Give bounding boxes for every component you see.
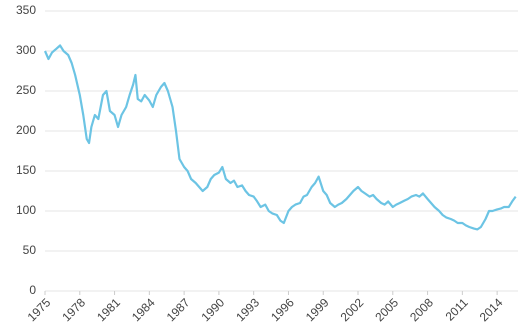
x-tick-label: 1987 bbox=[164, 295, 193, 324]
x-tick-label: 1990 bbox=[198, 295, 227, 324]
x-tick-label: 1975 bbox=[25, 295, 54, 324]
x-tick-label: 2011 bbox=[443, 295, 471, 323]
x-tick-label: 2002 bbox=[338, 295, 367, 324]
x-tick-label: 1999 bbox=[303, 295, 332, 324]
y-tick-label: 200 bbox=[16, 123, 36, 137]
y-tick-label: 100 bbox=[16, 203, 36, 217]
x-tick-label: 2005 bbox=[372, 295, 401, 324]
x-tick-label: 1996 bbox=[268, 295, 297, 324]
x-tick-label: 1993 bbox=[233, 295, 262, 324]
y-tick-label: 350 bbox=[16, 3, 36, 17]
y-tick-label: 300 bbox=[16, 43, 36, 57]
x-tick-label: 1978 bbox=[59, 295, 88, 324]
y-tick-label: 50 bbox=[23, 243, 37, 257]
x-tick-label: 2014 bbox=[477, 295, 506, 324]
x-tick-label: 2008 bbox=[407, 295, 436, 324]
y-tick-label: 0 bbox=[29, 283, 36, 297]
y-tick-label: 250 bbox=[16, 83, 36, 97]
y-tick-label: 150 bbox=[16, 163, 36, 177]
x-tick-label: 1984 bbox=[129, 295, 158, 324]
x-tick-label: 1981 bbox=[94, 295, 123, 324]
data-line bbox=[43, 44, 517, 231]
